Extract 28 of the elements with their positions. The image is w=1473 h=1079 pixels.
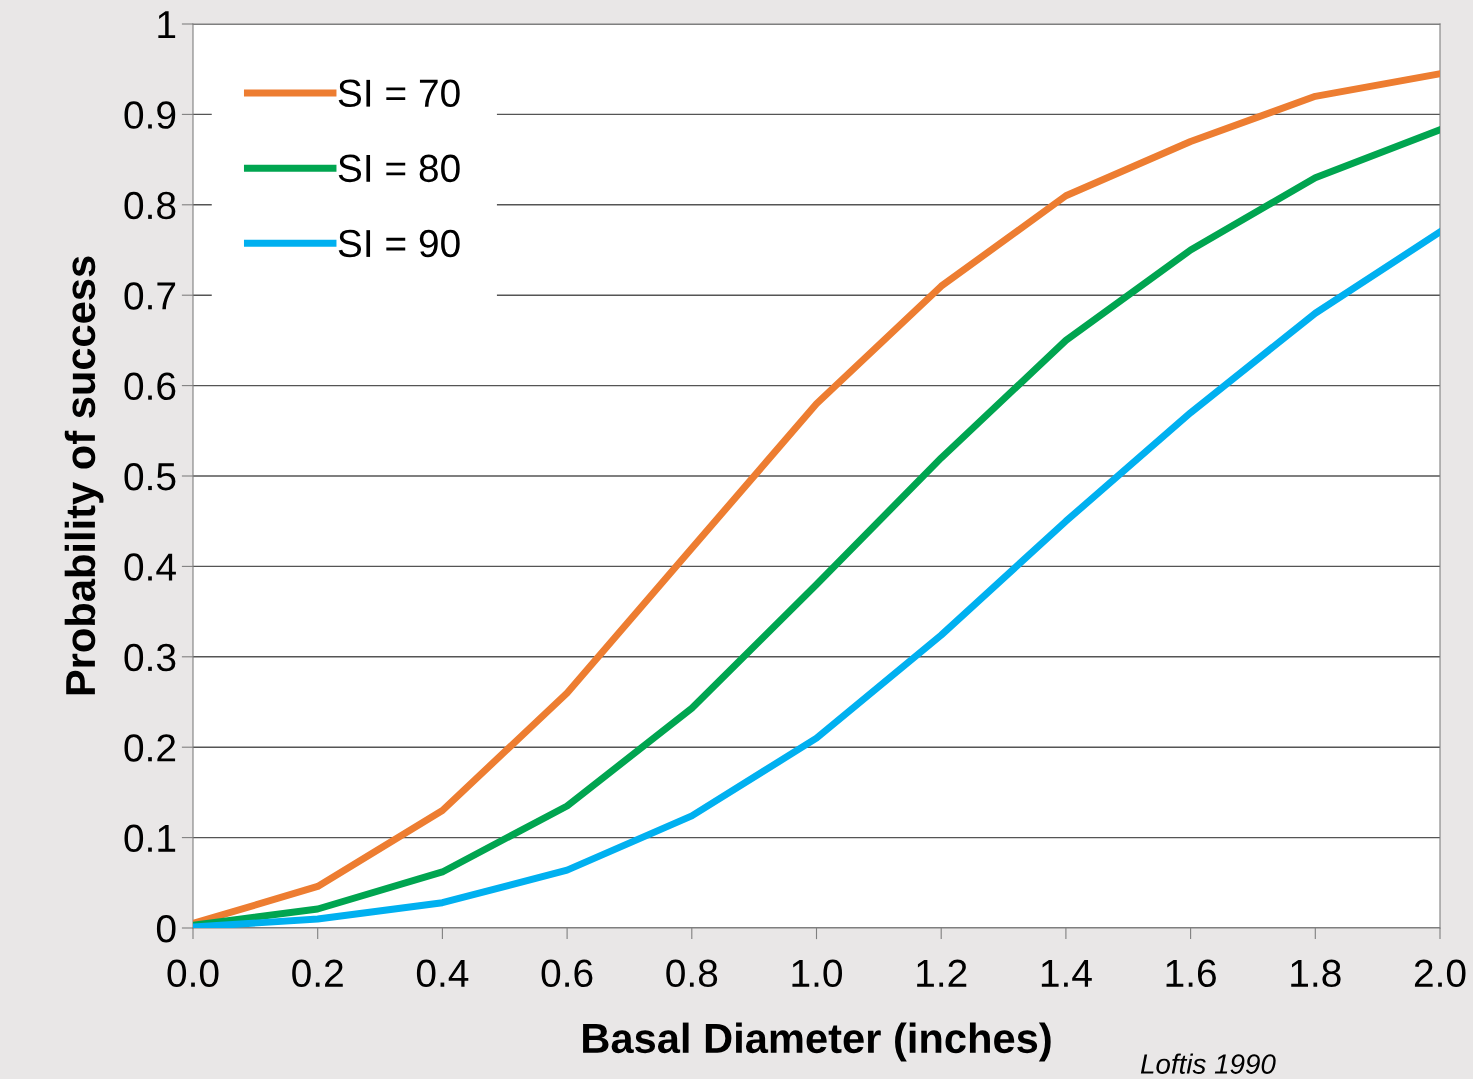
x-tick-label: 0.4	[416, 959, 469, 988]
x-tick-label: 1.8	[1291, 959, 1341, 988]
x-tick-label: 2.0	[1414, 959, 1466, 988]
x-tick-label: 0.0	[167, 959, 219, 988]
x-tick-label: 1.2	[917, 959, 967, 987]
y-tick-label: 0.6	[124, 372, 176, 401]
y-tick-label: 0.1	[124, 824, 176, 853]
y-tick-label: 0.9	[124, 101, 176, 129]
y-tick-label: 1	[158, 11, 176, 39]
y-axis-title: Probability of success	[64, 256, 104, 695]
x-tick-label: 0.2	[292, 959, 343, 988]
y-tick-label: 0	[156, 914, 176, 943]
y-tick-label: 0.5	[124, 462, 176, 491]
text: Loftis 1990	[1140, 1053, 1276, 1074]
x-axis-title: Basal Diameter (inches)	[583, 1022, 1051, 1062]
y-tick-label: 0.7	[124, 282, 176, 310]
x-tick-label: 1.6	[1166, 959, 1216, 988]
legend-label: SI = 70	[338, 79, 460, 108]
legend-label: SI = 80	[338, 154, 460, 183]
x-tick-label: 1.4	[1041, 959, 1092, 987]
x-tick-label: 1.0	[792, 959, 843, 988]
y-tick-label: 0.3	[124, 643, 176, 672]
x-tick-label: 0.6	[541, 959, 593, 988]
y-tick-label: 0.8	[124, 191, 176, 220]
y-tick-label: 0.4	[124, 553, 176, 581]
y-tick-label: 0.2	[124, 734, 176, 762]
legend-label: SI = 90	[338, 229, 460, 258]
x-tick-label: 0.8	[666, 959, 718, 988]
